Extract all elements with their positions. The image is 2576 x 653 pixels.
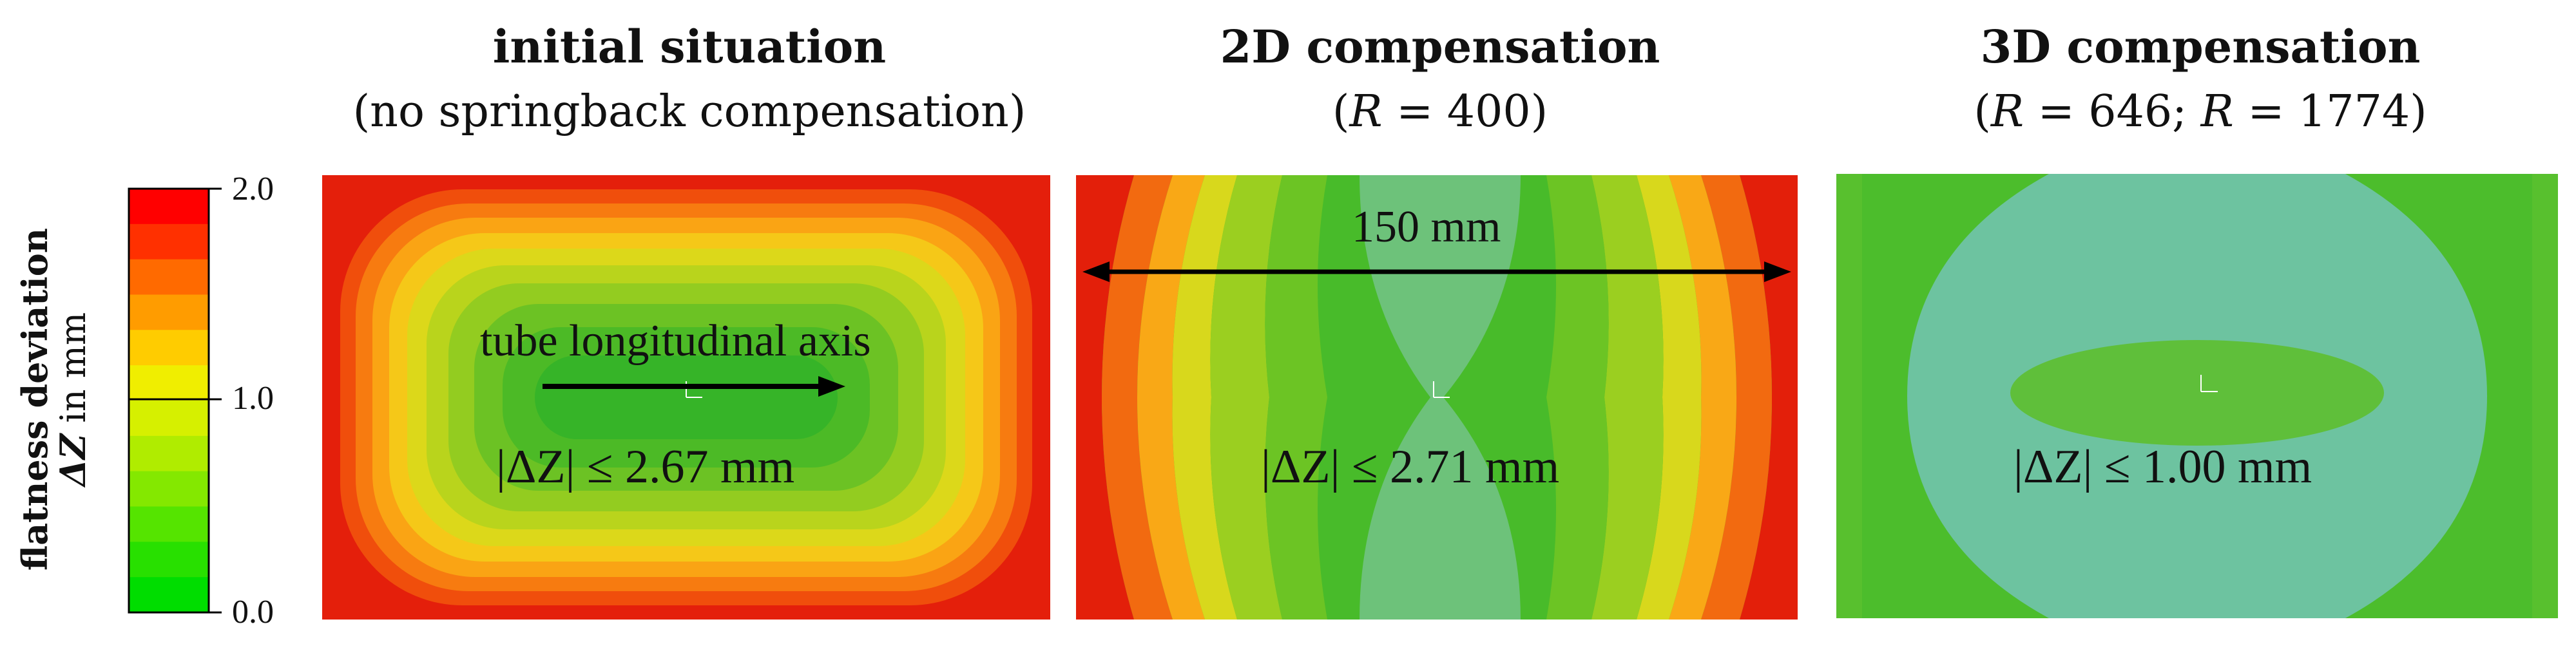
panel1-max-deviation: |ΔZ| ≤ 2.67 mm <box>496 440 795 493</box>
colorbar-band <box>129 577 209 613</box>
colorbar-tick-label-min: 0.0 <box>232 594 274 630</box>
colorbar-tick-label-max: 2.0 <box>232 171 274 207</box>
colorbar-band <box>129 471 209 507</box>
panel1-title: initial situation <box>492 20 887 73</box>
panel1-axis-arrowhead <box>818 376 845 397</box>
panel3-title: 3D compensation <box>1980 20 2421 73</box>
panel1-subtitle: (no springback compensation) <box>352 86 1026 137</box>
panel2-dimension-label: 150 mm <box>1352 202 1501 252</box>
colorbar-band <box>129 259 209 295</box>
colorbar-band <box>129 542 209 578</box>
colorbar-bands <box>129 189 209 613</box>
colorbar-band <box>129 506 209 542</box>
panel1-contour-map <box>322 175 1050 620</box>
panel2-dimension-arrowhead-right <box>1764 261 1791 282</box>
panel2-subtitle: (R = 400) <box>1332 86 1548 137</box>
colorbar-band <box>129 365 209 401</box>
colorbar-band <box>129 223 209 260</box>
panel2-dimension-arrowhead-left <box>1082 261 1110 282</box>
panel2-max-deviation: |ΔZ| ≤ 2.71 mm <box>1261 440 1560 493</box>
colorbar-frame <box>128 187 210 614</box>
panel1-axis-label: tube longitudinal axis <box>480 316 871 366</box>
panel3-subtitle: (R = 646; R = 1774) <box>1974 86 2427 137</box>
panel2-coord-triad-icon <box>1433 381 1450 398</box>
panel3-coord-triad-icon <box>2200 375 2218 392</box>
colorbar-band <box>129 189 209 225</box>
colorbar-band <box>129 294 209 330</box>
panel3-contour-map <box>1836 174 2558 618</box>
panel2-contour-map <box>1076 175 1798 620</box>
colorbar-tick-label-mid: 1.0 <box>232 380 274 417</box>
panel2-subtitle-var: R <box>1349 86 1383 137</box>
colorbar-band <box>129 401 209 437</box>
panel2-title: 2D compensation <box>1220 20 1660 73</box>
panel3-max-deviation: |ΔZ| ≤ 1.00 mm <box>2014 440 2312 493</box>
colorbar-band <box>129 435 209 472</box>
colorbar-band <box>129 330 209 366</box>
